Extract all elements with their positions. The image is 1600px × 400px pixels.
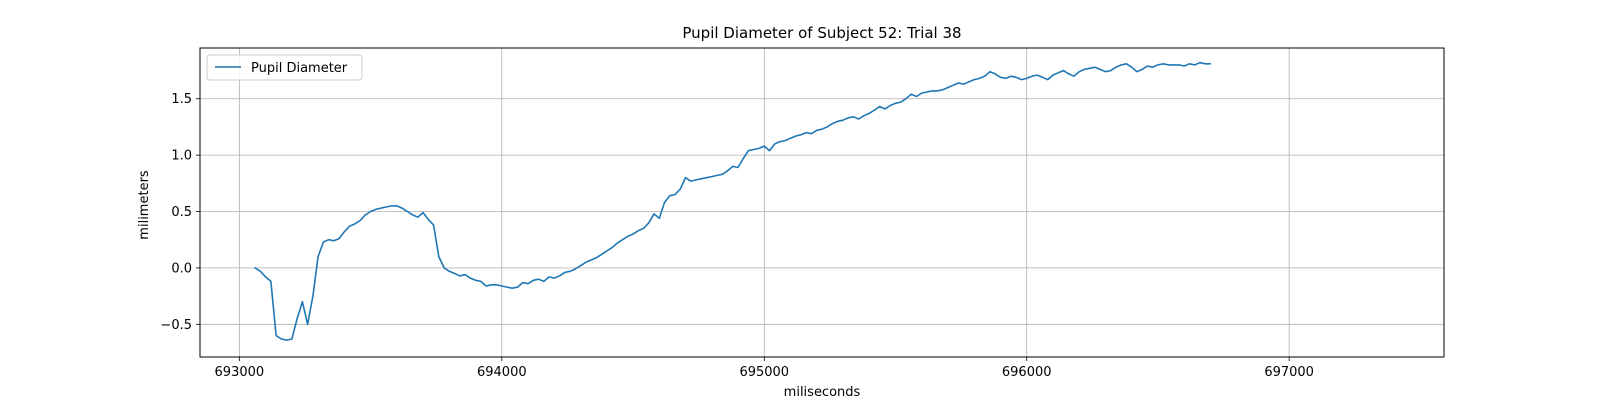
y-axis: −0.5 0.0 0.5 1.0 1.5	[160, 92, 200, 333]
y-tick-label: 1.0	[171, 149, 192, 164]
y-tick-label: −0.5	[160, 318, 192, 333]
y-tick-label: 0.0	[171, 261, 192, 276]
legend: Pupil Diameter	[206, 54, 363, 81]
x-axis-title: miliseconds	[784, 385, 861, 400]
legend-box	[206, 54, 363, 81]
x-tick-label: 695000	[739, 365, 789, 380]
plot-area	[200, 48, 1444, 357]
plot-frame	[199, 47, 1445, 358]
series-line-pupil-diameter	[254, 61, 1212, 341]
y-axis-title: milimeters	[137, 170, 152, 240]
x-tick-label: 697000	[1264, 365, 1314, 380]
x-tick-label: 693000	[215, 365, 265, 380]
x-axis: 693000 694000 695000 696000 697000	[215, 357, 1314, 380]
chart-title: Pupil Diameter of Subject 52: Trial 38	[682, 24, 961, 42]
series-layer	[254, 61, 1212, 341]
x-tick-label: 694000	[477, 365, 527, 380]
y-tick-label: 1.5	[171, 92, 192, 107]
y-tick-label: 0.5	[171, 205, 192, 220]
x-tick-label: 696000	[1002, 365, 1052, 380]
legend-label: Pupil Diameter	[251, 61, 348, 76]
